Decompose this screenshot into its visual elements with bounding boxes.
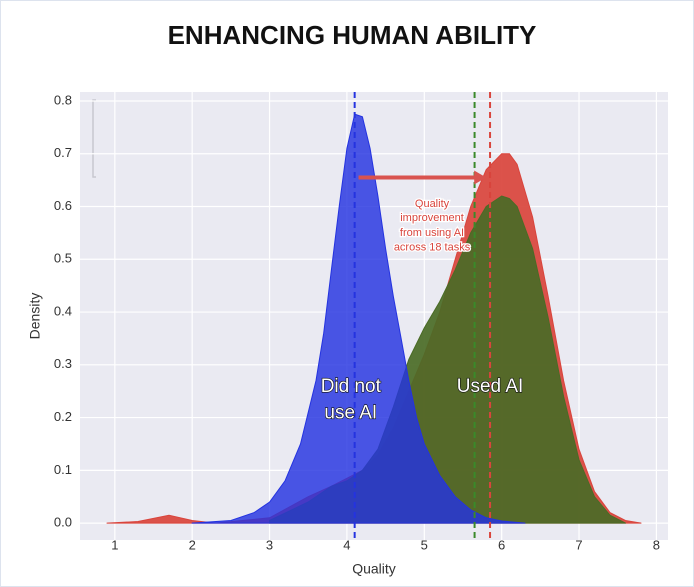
- x-tick-label: 6: [498, 537, 505, 552]
- x-tick-label: 5: [421, 537, 428, 552]
- y-tick-label: 0.0: [54, 515, 72, 530]
- annotation: from using AI: [400, 227, 464, 239]
- y-tick-label: 0.7: [54, 145, 72, 160]
- y-tick-label: 0.4: [54, 303, 72, 318]
- chart-title: ENHANCING HUMAN ABILITY: [168, 20, 537, 50]
- x-tick-label: 1: [111, 537, 118, 552]
- annotation: Used AI: [457, 376, 524, 397]
- y-tick-label: 0.3: [54, 356, 72, 371]
- y-tick-label: 0.5: [54, 251, 72, 266]
- x-axis-label: Quality: [352, 561, 396, 577]
- x-tick-label: 7: [575, 537, 582, 552]
- annotation: Did not: [321, 376, 382, 397]
- density-area: [191, 113, 526, 524]
- y-tick-label: 0.8: [54, 92, 72, 107]
- annotation: across 18 tasks: [394, 242, 471, 254]
- corner-bracket: [92, 99, 96, 178]
- y-tick-label: 0.2: [54, 409, 72, 424]
- annotation: use AI: [324, 402, 377, 423]
- y-tick-label: 0.6: [54, 198, 72, 213]
- y-axis-label: Density: [27, 293, 43, 340]
- x-tick-label: 2: [189, 537, 196, 552]
- annotation: improvement: [400, 212, 464, 224]
- arrow-head: [474, 170, 487, 185]
- y-tick-label: 0.1: [54, 462, 72, 477]
- x-tick-label: 8: [653, 537, 660, 552]
- x-tick-label: 3: [266, 537, 273, 552]
- annotation: Quality: [415, 198, 450, 210]
- x-tick-label: 4: [343, 537, 350, 552]
